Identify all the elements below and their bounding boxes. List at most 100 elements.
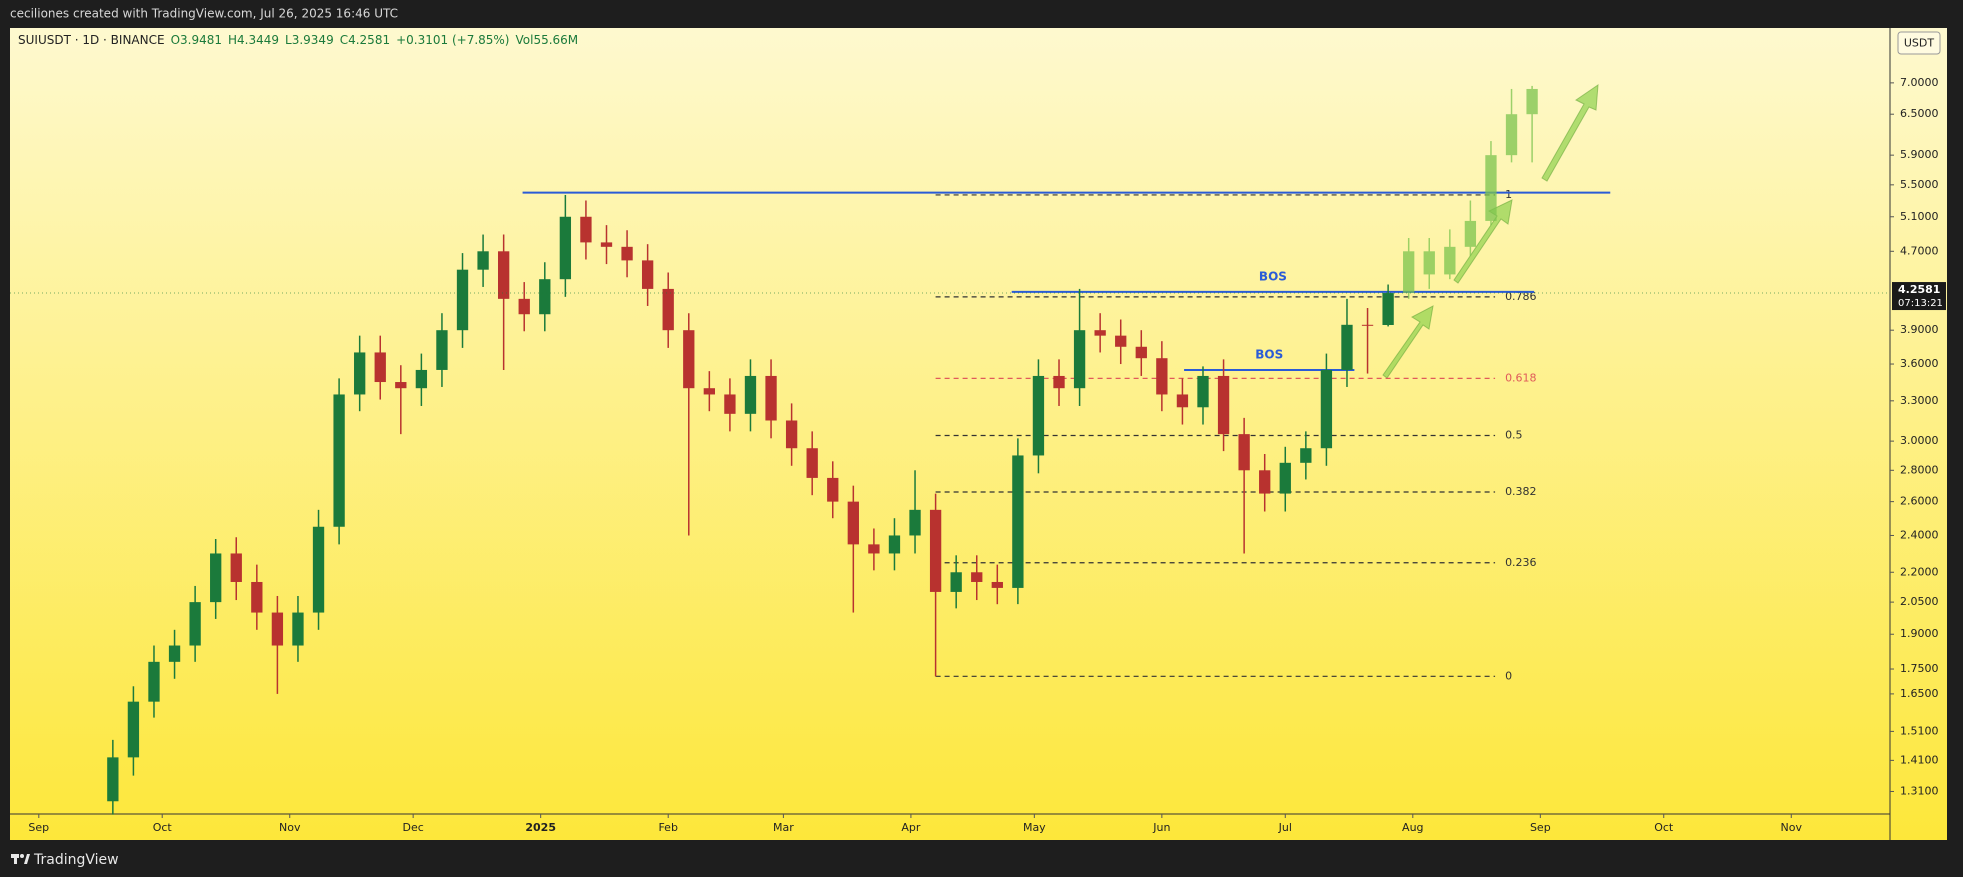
x-tick-label: Mar: [773, 821, 794, 834]
fib-label: 1: [1505, 188, 1512, 201]
bos-label: BOS: [1255, 347, 1283, 361]
candle-body: [210, 553, 222, 603]
candle-body: [1217, 375, 1230, 435]
candle: [683, 313, 695, 536]
y-tick-label: 4.7000: [1900, 244, 1939, 257]
legend-item: L3.9349: [285, 33, 334, 47]
candle-body: [230, 553, 242, 582]
candle-body: [333, 394, 345, 527]
candle-body: [600, 242, 613, 247]
candle: [292, 595, 304, 662]
candle-body: [354, 352, 366, 395]
candle-body: [497, 251, 510, 299]
candle-body: [1238, 434, 1250, 471]
legend-item: Vol55.66M: [515, 33, 579, 47]
currency-button[interactable]: [1897, 31, 1941, 55]
candle-body: [1526, 88, 1538, 115]
y-tick-label: 3.6000: [1900, 357, 1939, 370]
candle-body: [1464, 220, 1477, 247]
candle-body: [1403, 251, 1415, 293]
candle-body: [1341, 324, 1353, 370]
candle: [559, 194, 572, 297]
x-tick-label: Sep: [1530, 821, 1551, 834]
candle-body: [827, 477, 839, 502]
fib-label: 0.5: [1505, 429, 1523, 442]
candle: [230, 537, 242, 601]
candle-body: [127, 701, 140, 758]
candle-body: [991, 581, 1003, 588]
y-tick-label: 1.7500: [1900, 662, 1939, 675]
countdown-label: 07:13:21: [1898, 298, 1943, 309]
candle: [127, 686, 140, 776]
candle: [1217, 359, 1230, 452]
candle: [950, 555, 962, 609]
attribution: ceciliones created with TradingView.com,…: [10, 7, 398, 21]
candle: [724, 378, 736, 432]
candle: [1526, 85, 1538, 163]
candle-body: [950, 572, 962, 592]
candle-body: [148, 661, 160, 702]
candle: [312, 509, 325, 630]
candle-body: [580, 216, 592, 243]
x-tick-label: 2025: [525, 821, 556, 834]
legend-item: O3.9481: [170, 33, 223, 47]
candle: [600, 225, 613, 265]
logo: [11, 854, 30, 864]
candle-body: [1444, 246, 1456, 275]
candle: [497, 234, 510, 370]
legend-item: SUIUSDT · 1D · BINANCE: [18, 33, 165, 47]
candle-body: [559, 216, 572, 280]
candle-body: [456, 269, 469, 331]
candle: [929, 493, 942, 677]
candle-body: [518, 298, 530, 315]
last-price-label: 4.2581: [1898, 283, 1940, 296]
candle-body: [1300, 448, 1312, 463]
candle: [1505, 88, 1518, 163]
candle: [1238, 417, 1250, 554]
fib-label: 0: [1505, 669, 1512, 682]
candle-body: [1032, 375, 1045, 456]
candle: [785, 403, 798, 466]
x-tick-label: Jul: [1278, 821, 1292, 834]
candle-body: [1505, 114, 1518, 156]
x-tick-label: Nov: [279, 821, 301, 834]
candle-body: [415, 369, 428, 389]
candle: [909, 470, 921, 554]
currency-button-label[interactable]: USDT: [1904, 37, 1935, 50]
candle: [1259, 454, 1271, 512]
candle-body: [1485, 155, 1497, 221]
candle: [621, 230, 633, 278]
candle: [415, 353, 428, 406]
candle: [1382, 284, 1394, 327]
candle: [1053, 359, 1065, 406]
candle: [662, 272, 674, 348]
x-tick-label: Nov: [1781, 821, 1803, 834]
candle-body: [909, 509, 921, 536]
candle: [1135, 330, 1147, 376]
candle: [1361, 308, 1374, 374]
candle-body: [107, 757, 119, 802]
candle: [1444, 229, 1456, 280]
candle: [539, 262, 551, 332]
candle-body: [1012, 455, 1024, 588]
candle-body: [621, 246, 633, 261]
x-tick-label: May: [1023, 821, 1046, 834]
candle: [1115, 319, 1127, 365]
x-tick-label: Apr: [901, 821, 921, 834]
footer-brand: TradingView: [33, 852, 119, 868]
candle-body: [292, 612, 304, 646]
candle: [333, 378, 345, 545]
y-tick-label: 1.5100: [1900, 724, 1939, 737]
x-tick-label: Feb: [658, 821, 677, 834]
bos-label: BOS: [1259, 269, 1287, 283]
candle: [765, 359, 777, 439]
legend-item: H4.3449: [228, 33, 280, 47]
candle: [827, 461, 839, 519]
y-tick-label: 2.8000: [1900, 463, 1939, 476]
y-tick-label: 2.4000: [1900, 528, 1939, 541]
candle-body: [683, 330, 695, 389]
candle-body: [888, 535, 901, 554]
candle: [107, 739, 119, 815]
candle: [251, 564, 263, 630]
candle-body: [477, 251, 489, 270]
